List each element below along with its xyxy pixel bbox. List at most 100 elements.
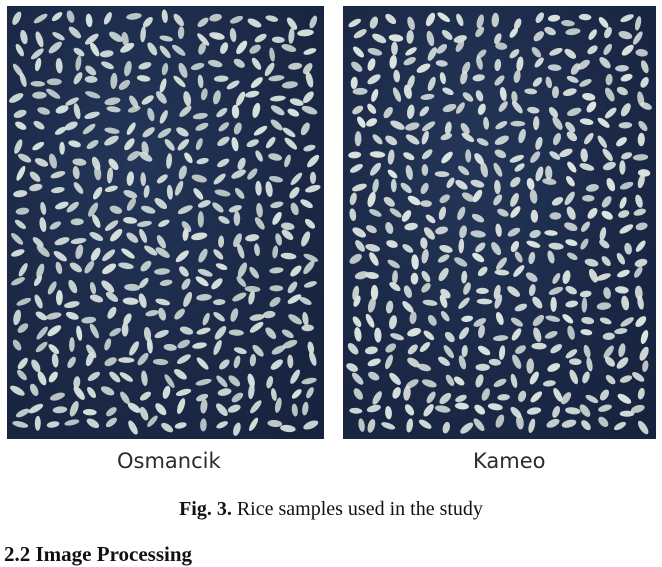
rice-grain [406,104,415,119]
rice-grain [264,62,275,77]
rice-grain [87,386,96,399]
rice-grain [73,103,81,120]
rice-grain [387,259,400,269]
rice-grain [178,165,187,180]
rice-grain [372,33,387,44]
rice-grain [29,183,43,192]
rice-grain [69,262,82,273]
rice-grain [280,222,295,231]
rice-grain [566,75,579,83]
rice-grain [624,242,632,255]
rice-grain [476,14,484,29]
rice-grain [499,86,507,102]
rice-grain [551,196,564,206]
rice-grain [231,104,240,119]
rice-grain [497,208,509,217]
rice-grain [356,116,366,128]
rice-grain [34,294,43,309]
rice-grain [269,285,284,292]
rice-grain [233,422,241,436]
rice-grain [85,91,101,99]
rice-grain [233,122,242,135]
rice-grain [495,42,508,50]
rice-grain [604,356,616,367]
rice-grain [566,206,576,220]
rice-grain [425,12,436,27]
rice-grain [266,376,274,389]
rice-grain [443,345,454,359]
rice-grain [531,342,547,350]
rice-grain [426,391,436,404]
rice-grain [54,237,70,246]
rice-grain [391,41,398,56]
rice-grain [561,419,577,428]
rice-grain [599,389,610,401]
rice-grain [303,281,317,288]
rice-grain [84,111,100,120]
rice-grain [270,119,283,131]
rice-grain [461,315,474,322]
rice-grain [620,317,634,327]
rice-grain [606,177,616,192]
rice-grain [289,187,300,199]
rice-grain [402,244,414,253]
rice-grain [460,122,470,135]
rice-grain [438,356,450,366]
rice-grain [403,84,412,99]
rice-grain [129,95,139,109]
rice-grain [495,312,504,325]
rice-grain [47,325,62,337]
rice-grain [385,222,394,234]
rice-grain [349,163,363,173]
rice-grain [495,414,505,428]
rice-grain [218,122,230,132]
rice-grain [39,217,47,233]
rice-grain [528,251,536,265]
rice-grain [552,406,561,418]
rice-grain [420,182,429,195]
rice-grain [561,20,575,27]
rice-grain [101,280,115,293]
rice-grain [493,162,503,177]
rice-grain [90,247,101,261]
rice-grain [159,78,167,93]
rice-grain [544,26,556,36]
rice-grain [197,211,204,228]
rice-grain [389,55,397,69]
osmancik-grains [9,9,321,436]
rice-grain [436,44,448,54]
rice-grain [388,34,404,42]
rice-grain [349,407,363,414]
rice-grain [420,237,428,250]
rice-grain [212,202,224,213]
rice-grain [231,169,246,179]
rice-grain [84,75,98,83]
rice-grain [491,242,502,256]
rice-grain [461,192,475,202]
rice-grain [136,75,151,82]
rice-grain [254,33,267,43]
rice-grain [640,60,649,74]
rice-grain [442,87,454,96]
rice-grain [246,139,259,148]
rice-grain [542,178,557,185]
rice-grain [369,252,379,266]
rice-grain [619,181,634,190]
rice-grain [434,405,451,413]
rice-grain [579,404,591,417]
rice-grain [483,116,490,130]
rice-grain [146,337,153,354]
rice-grain [498,345,506,360]
rice-grain [94,165,102,181]
rice-grain [121,322,129,337]
rice-grain [29,383,39,396]
rice-grain [11,233,24,245]
rice-grain [106,167,114,184]
rice-grain [270,95,286,102]
rice-grain [367,358,381,367]
rice-grain [217,136,230,147]
rice-grain [567,107,582,117]
rice-grain [535,136,543,150]
rice-grain [15,43,24,57]
rice-grain [196,294,212,301]
